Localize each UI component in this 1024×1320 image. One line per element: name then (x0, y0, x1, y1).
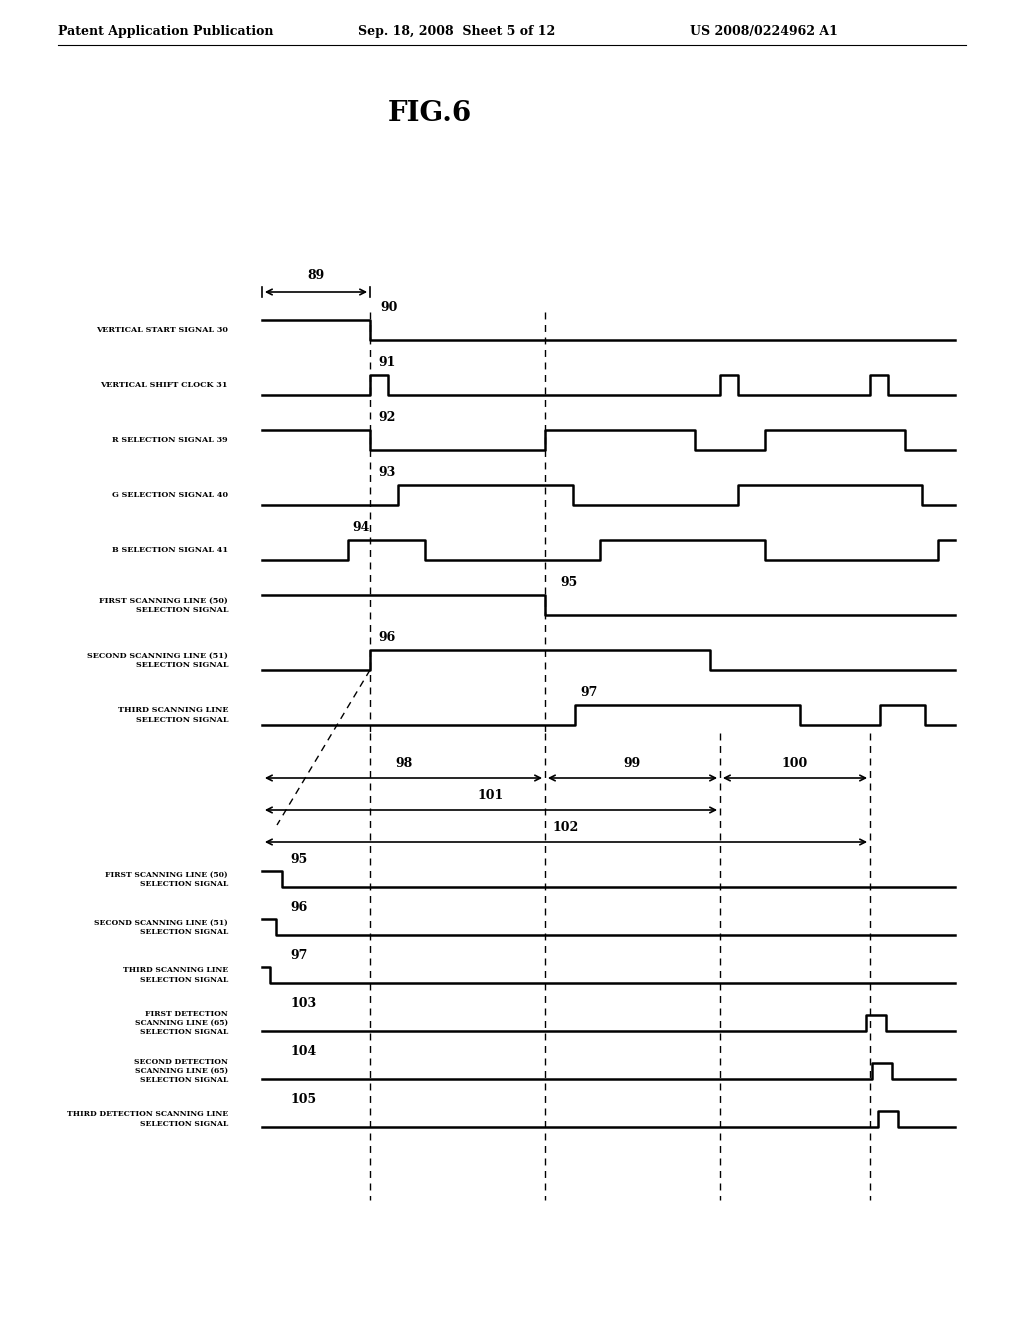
Text: 104: 104 (290, 1045, 316, 1059)
Text: 96: 96 (290, 902, 307, 913)
Text: THIRD SCANNING LINE
SELECTION SIGNAL: THIRD SCANNING LINE SELECTION SIGNAL (123, 966, 228, 983)
Text: 96: 96 (378, 631, 395, 644)
Text: 92: 92 (378, 411, 395, 424)
Text: FIRST SCANNING LINE (50)
SELECTION SIGNAL: FIRST SCANNING LINE (50) SELECTION SIGNA… (105, 870, 228, 887)
Text: US 2008/0224962 A1: US 2008/0224962 A1 (690, 25, 838, 38)
Text: VERTICAL START SIGNAL 30: VERTICAL START SIGNAL 30 (96, 326, 228, 334)
Text: R SELECTION SIGNAL 39: R SELECTION SIGNAL 39 (113, 436, 228, 444)
Text: G SELECTION SIGNAL 40: G SELECTION SIGNAL 40 (112, 491, 228, 499)
Text: 95: 95 (290, 853, 307, 866)
Text: SECOND SCANNING LINE (51)
SELECTION SIGNAL: SECOND SCANNING LINE (51) SELECTION SIGN… (94, 919, 228, 936)
Text: FIG.6: FIG.6 (388, 100, 472, 127)
Text: 98: 98 (395, 756, 412, 770)
Text: 101: 101 (478, 789, 504, 803)
Text: 105: 105 (290, 1093, 316, 1106)
Text: FIRST SCANNING LINE (50)
SELECTION SIGNAL: FIRST SCANNING LINE (50) SELECTION SIGNA… (99, 597, 228, 614)
Text: 94: 94 (352, 521, 370, 535)
Text: 95: 95 (560, 576, 578, 589)
Text: THIRD SCANNING LINE
SELECTION SIGNAL: THIRD SCANNING LINE SELECTION SIGNAL (118, 706, 228, 723)
Text: 103: 103 (290, 997, 316, 1010)
Text: 102: 102 (553, 821, 580, 834)
Text: Sep. 18, 2008  Sheet 5 of 12: Sep. 18, 2008 Sheet 5 of 12 (358, 25, 555, 38)
Text: 100: 100 (782, 756, 808, 770)
Text: 90: 90 (380, 301, 397, 314)
Text: B SELECTION SIGNAL 41: B SELECTION SIGNAL 41 (112, 546, 228, 554)
Text: THIRD DETECTION SCANNING LINE
SELECTION SIGNAL: THIRD DETECTION SCANNING LINE SELECTION … (67, 1110, 228, 1127)
Text: SECOND SCANNING LINE (51)
SELECTION SIGNAL: SECOND SCANNING LINE (51) SELECTION SIGN… (87, 651, 228, 669)
Text: 99: 99 (624, 756, 641, 770)
Text: FIRST DETECTION
SCANNING LINE (65)
SELECTION SIGNAL: FIRST DETECTION SCANNING LINE (65) SELEC… (135, 1010, 228, 1036)
Text: 93: 93 (378, 466, 395, 479)
Text: 89: 89 (307, 269, 325, 282)
Text: VERTICAL SHIFT CLOCK 31: VERTICAL SHIFT CLOCK 31 (100, 381, 228, 389)
Text: 97: 97 (580, 686, 597, 700)
Text: 91: 91 (378, 356, 395, 370)
Text: Patent Application Publication: Patent Application Publication (58, 25, 273, 38)
Text: 97: 97 (290, 949, 307, 962)
Text: SECOND DETECTION
SCANNING LINE (65)
SELECTION SIGNAL: SECOND DETECTION SCANNING LINE (65) SELE… (134, 1057, 228, 1084)
